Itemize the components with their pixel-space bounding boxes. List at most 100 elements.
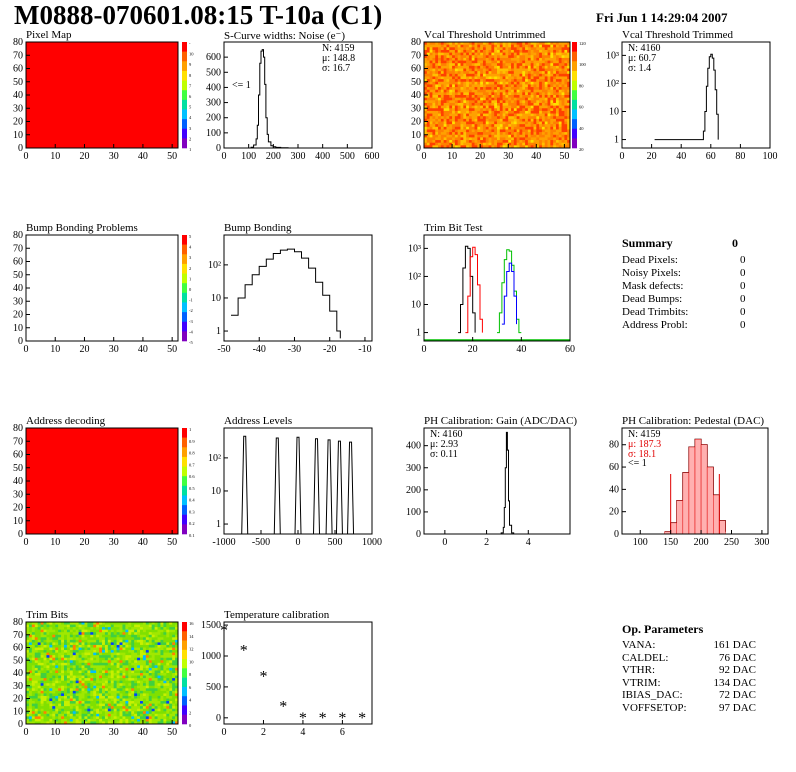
address-levels-ytick: 10	[211, 486, 221, 497]
bump-bonding-xtick: -40	[253, 344, 266, 355]
address-levels-peak	[273, 437, 281, 535]
bump-bonding-title: Bump Bonding	[224, 222, 292, 234]
address-levels-peak	[335, 440, 343, 535]
trim-bit-test-title: Trim Bit Test	[424, 222, 483, 234]
temperature-calibration-ytick: 1000	[201, 651, 221, 662]
vcal-untrimmed-zscale-label: 100	[579, 62, 587, 67]
bump-bonding-problems-zscale-label: 5	[189, 234, 192, 239]
pixel-map-ytick: 30	[13, 103, 23, 114]
s-curve-widths-xtick: 600	[365, 151, 380, 162]
address-levels-ytick: 10²	[208, 453, 221, 464]
s-curve-widths-ytick: 400	[206, 82, 221, 93]
ph-gain-xtick: 2	[484, 537, 489, 548]
trim-bits-cells	[26, 622, 179, 725]
temperature-calibration-xtick: 4	[300, 727, 305, 738]
trim-bits-zscale-label: 0	[189, 723, 192, 728]
op-param-value: 92 DAC	[719, 664, 756, 676]
bump-bonding-problems-zscale-label: 1	[189, 276, 191, 281]
ph-pedestal-ytick: 0	[614, 529, 619, 540]
bump-bonding-problems-xtick: 30	[109, 344, 119, 355]
vcal-untrimmed-ytick: 70	[411, 50, 421, 61]
temperature-calibration-point: *	[319, 710, 327, 727]
s-curve-widths-xtick: 400	[315, 151, 330, 162]
address-levels-ytick: 1	[216, 519, 221, 530]
address-levels-xtick: 0	[296, 537, 301, 548]
pixel-map-cells	[26, 42, 178, 148]
op-param-label: VTRIM:	[622, 676, 661, 689]
trim-bits-color-scale: 16 14 12 10 8 6 4 2 0	[182, 621, 194, 728]
op-param-value: 161 DAC	[713, 639, 756, 651]
pixel-map-zscale-label: 7	[189, 83, 192, 88]
trim-bit-test-series-1	[465, 246, 483, 334]
bump-bonding-problems-zscale-label: -2	[189, 308, 193, 313]
vcal-untrimmed-ytick: 0	[416, 143, 421, 154]
ph-pedestal-title: PH Calibration: Pedestal (DAC)	[622, 415, 765, 427]
temperature-calibration-point: *	[279, 699, 287, 716]
address-decoding-xtick: 20	[79, 537, 89, 548]
s-curve-widths-stat-N: N: 4159	[322, 43, 355, 54]
ph-gain-ytick: 0	[416, 529, 421, 540]
address-decoding-xtick: 50	[167, 537, 177, 548]
address-decoding-xtick: 10	[50, 537, 60, 548]
pixel-map-zscale-label: 2	[189, 136, 191, 141]
vcal-untrimmed-ytick: 10	[411, 130, 421, 141]
bump-bonding-problems-zscale-label: -3	[189, 319, 193, 324]
address-levels-peak	[313, 438, 320, 535]
trim-bits-zscale-label: 4	[189, 698, 192, 703]
ph-pedestal-stat-sigma: σ: 18.1	[628, 449, 656, 460]
address-levels-chart: -1000 -500 0 500 1000 1 10 10²	[208, 427, 382, 548]
bump-bonding-problems-zscale-label: -4	[189, 329, 193, 334]
trim-bits-xtick: 40	[138, 727, 148, 738]
address-decoding-ytick: 30	[13, 489, 23, 500]
vcal-untrimmed-zscale-label: 60	[579, 105, 584, 110]
trim-bits-ytick: 40	[13, 668, 23, 679]
temperature-calibration-point: *	[240, 642, 248, 659]
bump-bonding-problems-title: Bump Bonding Problems	[26, 222, 138, 234]
bump-bonding-problems-ytick: 50	[13, 270, 23, 281]
address-decoding-zscale-label: 0.7	[189, 462, 195, 467]
bump-bonding-problems-ytick: 0	[18, 336, 23, 347]
s-curve-widths-stat-sigma: σ: 16.7	[322, 63, 350, 74]
vcal-untrimmed-zscale-label: 80	[579, 83, 584, 88]
pixel-map-zscale-label: 5	[189, 105, 192, 110]
address-decoding-cells	[26, 428, 178, 534]
address-decoding-ytick: 20	[13, 503, 23, 514]
temperature-calibration-ytick: 500	[206, 682, 221, 693]
address-decoding-xtick: 30	[109, 537, 119, 548]
vcal-trimmed-ytick: 10	[609, 106, 619, 117]
address-decoding-chart: 10.90.80.70.60.50.40.30.20.10 10 20 30 40 500…	[13, 423, 195, 548]
pixel-map-ytick: 60	[13, 64, 23, 75]
vcal-untrimmed-zscale-label: 20	[579, 147, 584, 152]
ph-pedestal-ytick: 80	[609, 440, 619, 451]
summary-row-label: Noisy Pixels:	[622, 267, 681, 279]
bump-bonding-problems-ytick: 70	[13, 243, 23, 254]
op-param-label: VTHR:	[622, 664, 655, 676]
vcal-trimmed-title: Vcal Threshold Trimmed	[622, 29, 734, 41]
pixel-map-zscale-label: 3	[189, 126, 192, 131]
s-curve-widths-ytick: 0	[216, 143, 221, 154]
summary-row-value: 0	[740, 267, 746, 279]
op-param-value: 134 DAC	[713, 676, 756, 689]
vcal-untrimmed-ytick: 80	[411, 37, 421, 48]
vcal-trimmed-frame	[621, 41, 771, 149]
address-levels-peak	[325, 439, 333, 535]
pixel-map-zscale-label: 4	[189, 115, 192, 120]
pixel-map-color-scale: - 10 9 8 7 6 5 4 3 2 1	[182, 41, 194, 152]
trim-bit-test-series-3	[501, 262, 517, 325]
vcal-untrimmed-cells	[424, 42, 571, 149]
s-curve-widths-xtick: 0	[222, 151, 227, 162]
trim-bit-test-xtick: 20	[468, 344, 478, 355]
op-param-label: VANA:	[622, 639, 656, 651]
ph-pedestal-ytick: 40	[609, 484, 619, 495]
ph-gain-ytick: 200	[406, 485, 421, 496]
ph-gain-xtick: 4	[526, 537, 531, 548]
vcal-untrimmed-xtick: 50	[559, 151, 569, 162]
temperature-calibration-xtick: 0	[222, 727, 227, 738]
temperature-calibration-xtick: 2	[261, 727, 266, 738]
trim-bits-xtick: 30	[109, 727, 119, 738]
bump-bonding-problems-zscale-label: 0	[189, 287, 192, 292]
bump-bonding-ytick: 10	[211, 293, 221, 304]
